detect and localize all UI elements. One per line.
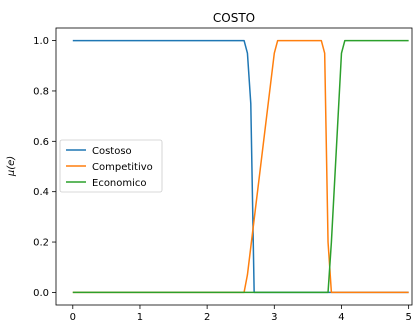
y-axis: 0.0 0.2 0.4 0.6 0.8 1.0: [33, 36, 56, 299]
y-axis-label: μ(e): [6, 156, 17, 177]
legend-box: [59, 139, 163, 193]
x-tick-label: 5: [405, 312, 411, 320]
x-tick-label: 2: [204, 312, 210, 320]
series-group: [72, 39, 409, 294]
legend-label-costoso: Costoso: [92, 146, 132, 157]
x-tick-label: 3: [271, 312, 277, 320]
chart-title: COSTO: [213, 11, 255, 25]
y-tick-label: 0.6: [33, 137, 49, 148]
y-tick-label: 1.0: [33, 36, 49, 47]
x-tick-label: 0: [70, 312, 76, 320]
y-tick-label: 0.0: [33, 288, 49, 299]
x-axis: 0 1 2 3 4 5: [70, 305, 412, 320]
legend-label-competitivo: Competitivo: [92, 162, 153, 173]
series-line-economico: [72, 39, 409, 294]
y-tick-label: 0.8: [33, 86, 49, 97]
y-tick-label: 0.2: [33, 238, 49, 249]
legend: Costoso Competitivo Economico: [59, 139, 163, 193]
y-tick-label: 0.4: [33, 187, 49, 198]
x-tick-label: 1: [137, 312, 143, 320]
x-tick-label: 4: [338, 312, 344, 320]
legend-label-economico: Economico: [92, 178, 147, 189]
